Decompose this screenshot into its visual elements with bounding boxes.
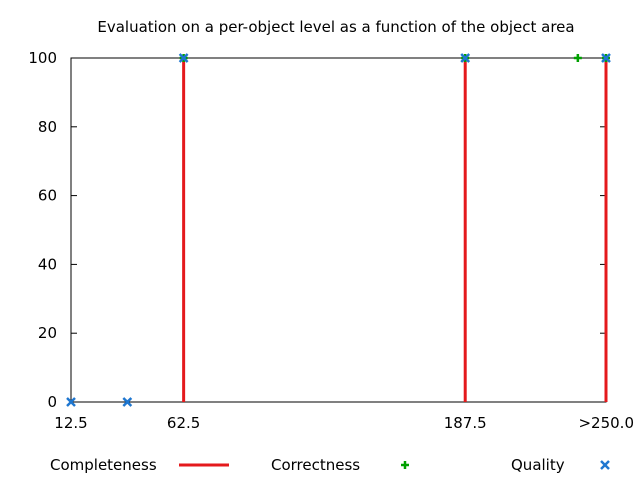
legend-label: Correctness <box>271 456 360 474</box>
plot-marks <box>66 53 611 407</box>
legend: Completeness Correctness Quality <box>50 456 610 474</box>
y-tick-label: 20 <box>38 324 57 342</box>
cross-b <box>178 53 189 63</box>
quality-point <box>66 397 76 407</box>
y-tick-label: 100 <box>28 49 57 67</box>
legend-label: Completeness <box>50 456 157 474</box>
quality-point <box>178 53 189 63</box>
cross-b <box>66 397 76 407</box>
x-axis: 12.5 62.5 187.5 >250.0 <box>54 58 634 432</box>
y-axis: 0 20 40 60 80 100 <box>28 49 606 411</box>
cross-b <box>460 53 471 63</box>
cross-b <box>122 397 133 407</box>
y-tick-label: 80 <box>38 118 57 136</box>
y-tick-label: 40 <box>38 255 57 273</box>
legend-cross-marker <box>600 460 610 470</box>
legend-plus-marker <box>401 461 409 469</box>
x-tick-label: 187.5 <box>444 414 487 432</box>
cross-b <box>601 53 611 63</box>
cross-b <box>600 460 610 470</box>
quality-point <box>601 53 611 63</box>
quality-point <box>122 397 133 407</box>
y-tick-label: 0 <box>47 393 57 411</box>
x-tick-label: >250.0 <box>578 414 634 432</box>
x-tick-label: 62.5 <box>167 414 200 432</box>
chart-title: Evaluation on a per-object level as a fu… <box>97 18 574 36</box>
y-tick-label: 60 <box>38 187 57 205</box>
x-tick-label: 12.5 <box>54 414 87 432</box>
legend-label: Quality <box>511 456 565 474</box>
plot-frame <box>70 57 607 403</box>
correctness-point <box>573 54 582 62</box>
quality-point <box>460 53 471 63</box>
